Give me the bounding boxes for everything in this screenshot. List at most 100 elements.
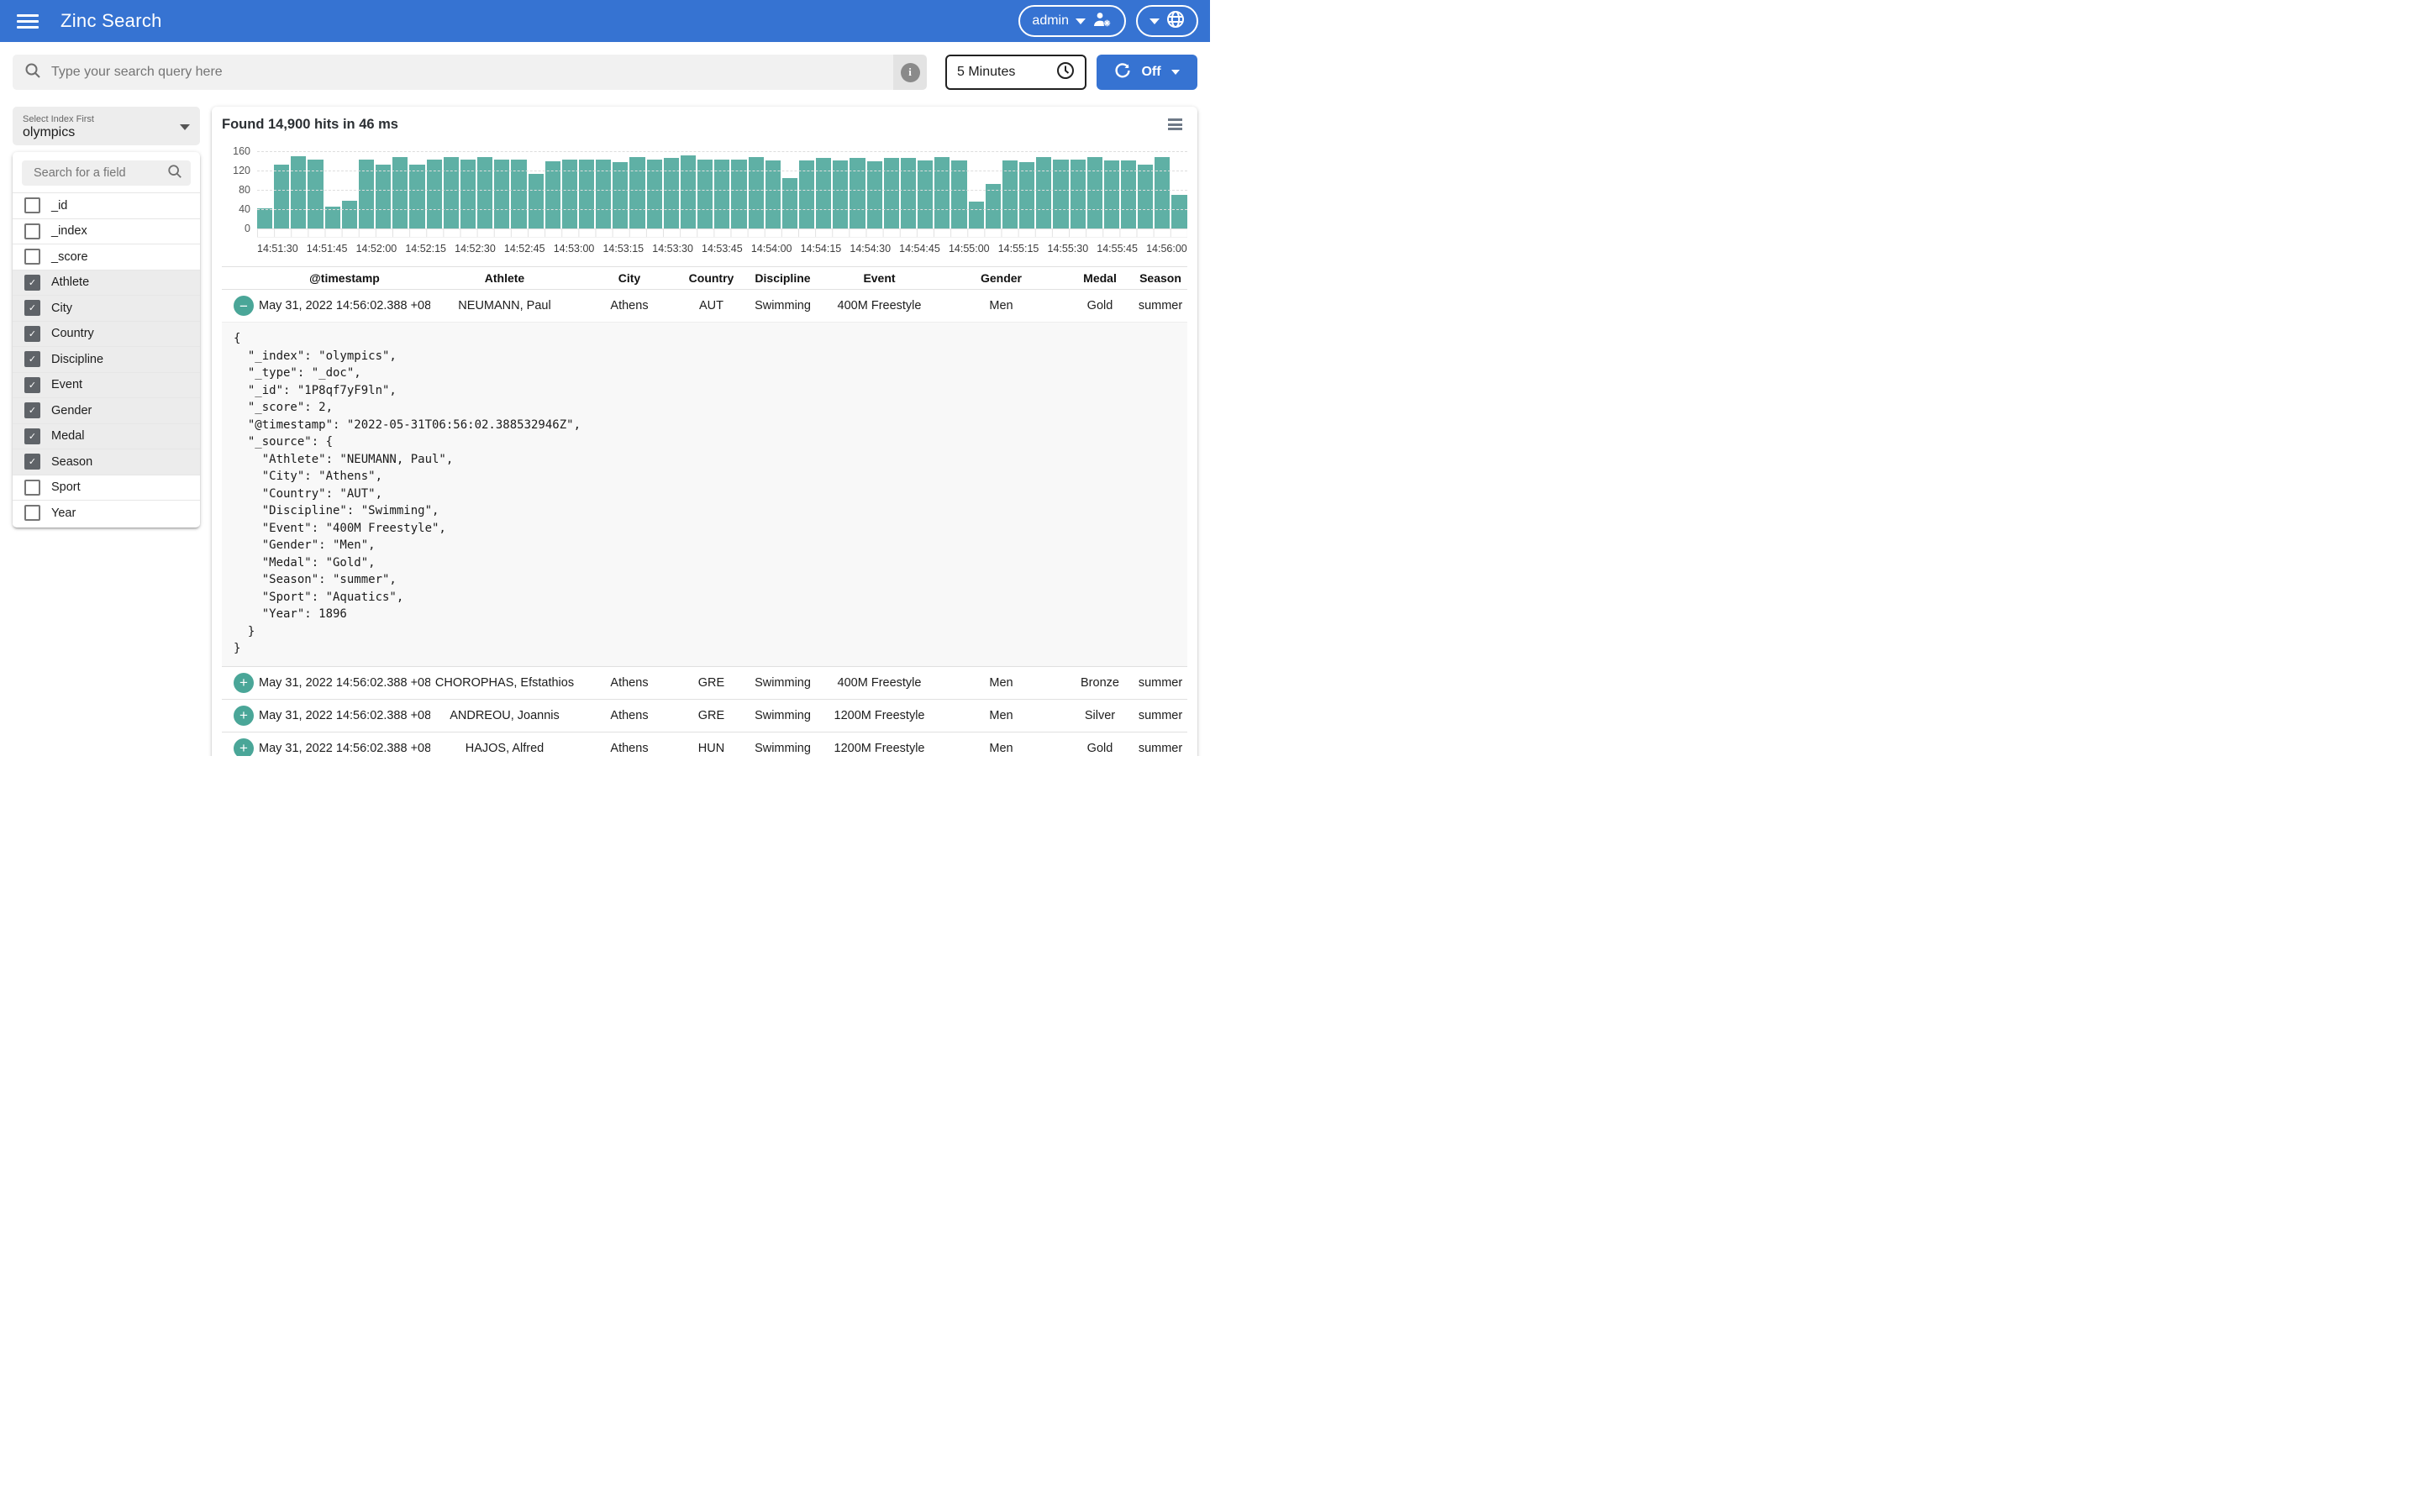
checkbox-checked-icon[interactable]: ✓ — [24, 454, 40, 470]
histogram-bar[interactable] — [663, 158, 679, 228]
checkbox-checked-icon[interactable]: ✓ — [24, 402, 40, 419]
menu-icon[interactable] — [17, 10, 39, 32]
histogram-bar[interactable] — [850, 158, 865, 228]
histogram-bar[interactable] — [883, 158, 899, 228]
histogram-bar[interactable] — [1019, 162, 1035, 228]
cell-gender: Men — [989, 741, 1013, 755]
histogram-bar[interactable] — [900, 158, 917, 228]
histogram-bar[interactable] — [1103, 160, 1119, 228]
checkbox-unchecked-icon[interactable] — [24, 197, 40, 214]
histogram-bar[interactable] — [934, 157, 950, 228]
histogram-bar[interactable] — [951, 160, 967, 228]
histogram-bar[interactable] — [646, 160, 662, 228]
field-item-Gender[interactable]: ✓ Gender — [13, 397, 200, 423]
histogram-bar[interactable] — [1070, 160, 1086, 228]
histogram-bar[interactable] — [1002, 160, 1018, 228]
histogram-bar[interactable] — [274, 164, 290, 228]
histogram-bar[interactable] — [511, 159, 527, 228]
cell-discipline: Swimming — [755, 708, 811, 722]
histogram-bar[interactable] — [1120, 160, 1137, 228]
histogram-bar[interactable] — [341, 201, 357, 228]
field-search-input[interactable]: Search for a field — [22, 160, 191, 186]
histogram-bar[interactable] — [781, 177, 797, 228]
checkbox-checked-icon[interactable]: ✓ — [24, 428, 40, 444]
histogram-bar[interactable] — [1036, 156, 1052, 228]
histogram-bar[interactable] — [748, 157, 764, 228]
expand-row-button[interactable]: + — [234, 738, 254, 756]
checkbox-unchecked-icon[interactable] — [24, 479, 40, 496]
histogram-bar[interactable] — [765, 160, 781, 228]
histogram-bar[interactable] — [833, 160, 849, 228]
field-item-Discipline[interactable]: ✓ Discipline — [13, 346, 200, 372]
field-item-_index[interactable]: _index — [13, 218, 200, 244]
histogram-bar[interactable] — [443, 156, 459, 228]
refresh-button[interactable]: Off — [1097, 55, 1197, 90]
checkbox-checked-icon[interactable]: ✓ — [24, 274, 40, 291]
histogram-bar[interactable] — [358, 159, 375, 228]
field-item-Medal[interactable]: ✓ Medal — [13, 423, 200, 449]
expand-row-button[interactable]: + — [234, 705, 254, 726]
histogram-bar[interactable] — [578, 159, 595, 228]
chart-menu-icon[interactable] — [1168, 117, 1182, 130]
histogram-bar[interactable] — [1053, 160, 1069, 228]
collapse-row-button[interactable]: − — [234, 296, 254, 316]
histogram-bar[interactable] — [985, 183, 1001, 228]
histogram-bar[interactable] — [426, 159, 442, 228]
search-input[interactable]: Type your search query here — [13, 55, 893, 90]
histogram-bar[interactable] — [1086, 156, 1102, 228]
checkbox-unchecked-icon[interactable] — [24, 223, 40, 239]
field-item-City[interactable]: ✓ City — [13, 295, 200, 321]
histogram-bar[interactable] — [494, 159, 510, 228]
field-item-Season[interactable]: ✓ Season — [13, 449, 200, 475]
field-item-Event[interactable]: ✓ Event — [13, 371, 200, 397]
language-menu-button[interactable] — [1136, 5, 1198, 37]
checkbox-checked-icon[interactable]: ✓ — [24, 351, 40, 368]
checkbox-unchecked-icon[interactable] — [24, 249, 40, 265]
histogram-bar[interactable] — [561, 159, 577, 228]
histogram-bar[interactable] — [376, 164, 392, 228]
histogram-bar[interactable] — [544, 161, 560, 228]
time-range-select[interactable]: 5 Minutes — [945, 55, 1086, 90]
histogram-bar[interactable] — [714, 160, 730, 228]
histogram-bar[interactable] — [392, 156, 408, 228]
histogram-bar[interactable] — [613, 161, 629, 228]
histogram-bar[interactable] — [731, 160, 747, 228]
cell-timestamp: May 31, 2022 14:56:02.388 +08:00 — [259, 741, 430, 755]
expand-row-button[interactable]: + — [234, 672, 254, 693]
query-info-button[interactable]: i — [893, 55, 927, 90]
histogram-bar[interactable] — [1155, 157, 1171, 228]
histogram-bar[interactable] — [460, 159, 476, 228]
histogram-bar[interactable] — [1171, 194, 1187, 228]
checkbox-unchecked-icon[interactable] — [24, 505, 40, 522]
histogram-bar[interactable] — [291, 156, 307, 228]
histogram-bar[interactable] — [799, 160, 815, 228]
histogram-bar[interactable] — [918, 160, 934, 228]
histogram-bar[interactable] — [680, 155, 697, 228]
histogram-bar[interactable] — [596, 159, 612, 228]
histogram-bar[interactable] — [308, 159, 324, 228]
field-item-Athlete[interactable]: ✓ Athlete — [13, 269, 200, 295]
histogram-bar[interactable] — [528, 174, 544, 228]
field-item-Sport[interactable]: Sport — [13, 474, 200, 500]
x-tick-label: 14:54:15 — [800, 243, 842, 255]
histogram-bar[interactable] — [324, 206, 340, 228]
histogram-bar[interactable] — [477, 156, 493, 228]
field-item-_id[interactable]: _id — [13, 192, 200, 218]
checkbox-checked-icon[interactable]: ✓ — [24, 300, 40, 317]
histogram-bar[interactable] — [629, 157, 645, 228]
cell-event: 400M Freestyle — [837, 299, 922, 312]
histogram-bar[interactable] — [866, 160, 882, 228]
histogram-bar[interactable] — [697, 160, 713, 228]
histogram-bar[interactable] — [968, 202, 984, 228]
histogram-bar[interactable] — [816, 158, 832, 228]
field-item-Country[interactable]: ✓ Country — [13, 320, 200, 346]
checkbox-checked-icon[interactable]: ✓ — [24, 325, 40, 342]
histogram-bar[interactable] — [1138, 164, 1154, 228]
histogram-bar[interactable] — [257, 207, 273, 228]
field-item-_score[interactable]: _score — [13, 244, 200, 270]
checkbox-checked-icon[interactable]: ✓ — [24, 376, 40, 393]
index-select[interactable]: Select Index First olympics — [13, 107, 200, 145]
histogram-bar[interactable] — [409, 165, 425, 228]
field-item-Year[interactable]: Year — [13, 500, 200, 526]
user-menu-button[interactable]: admin — [1018, 5, 1126, 37]
